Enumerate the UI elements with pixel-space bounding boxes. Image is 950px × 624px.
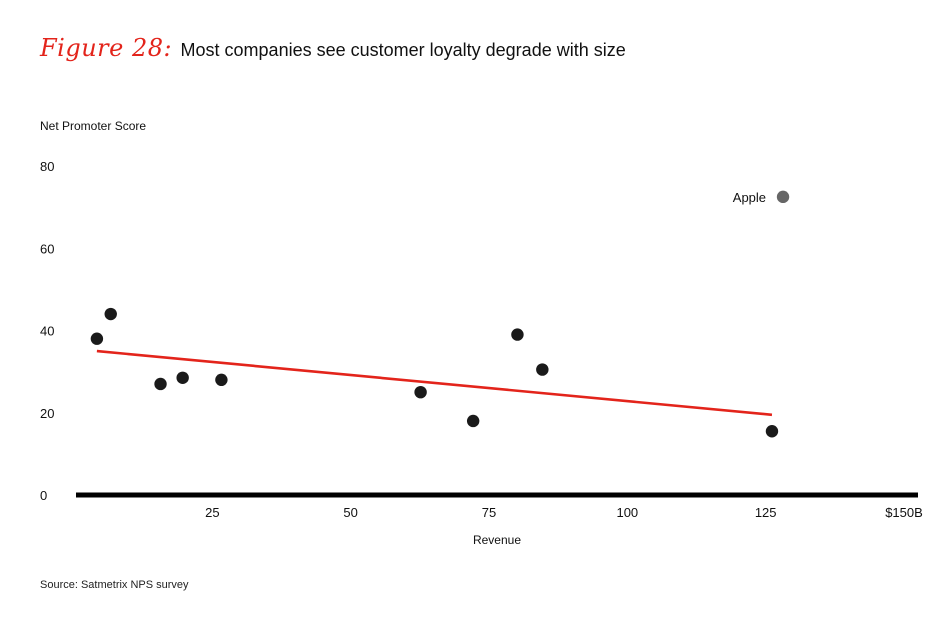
data-point xyxy=(536,363,549,376)
y-tick-label: 60 xyxy=(40,241,54,256)
x-tick-label: 25 xyxy=(205,505,219,520)
apple-point-label: Apple xyxy=(733,190,766,205)
data-point xyxy=(90,332,104,345)
x-tick-label: 100 xyxy=(616,505,638,520)
data-point xyxy=(215,373,228,387)
data-point xyxy=(466,414,480,428)
x-tick-label: 125 xyxy=(755,505,777,520)
trend-line xyxy=(96,349,773,417)
data-point xyxy=(414,385,427,399)
figure-title: Figure 28: Most companies see customer l… xyxy=(40,34,626,62)
data-point xyxy=(176,371,189,384)
y-tick-label: 80 xyxy=(40,159,54,174)
y-tick-label: 20 xyxy=(40,406,54,421)
x-tick-label: 75 xyxy=(482,505,496,520)
data-point xyxy=(511,328,524,341)
apple-data-point xyxy=(776,190,790,204)
y-tick-label: 40 xyxy=(40,324,54,339)
figure-title-text: Most companies see customer loyalty degr… xyxy=(180,40,626,60)
x-tick-label: $150B xyxy=(885,505,923,520)
data-point xyxy=(104,307,117,321)
data-point xyxy=(765,425,779,438)
x-axis-label: Revenue xyxy=(473,533,521,547)
data-point xyxy=(154,377,167,391)
figure-label: Figure 28: xyxy=(40,34,173,62)
x-tick-label: 50 xyxy=(343,505,357,520)
y-tick-label: 0 xyxy=(40,488,47,503)
y-axis-label: Net Promoter Score xyxy=(40,119,146,133)
source-note: Source: Satmetrix NPS survey xyxy=(40,579,189,591)
